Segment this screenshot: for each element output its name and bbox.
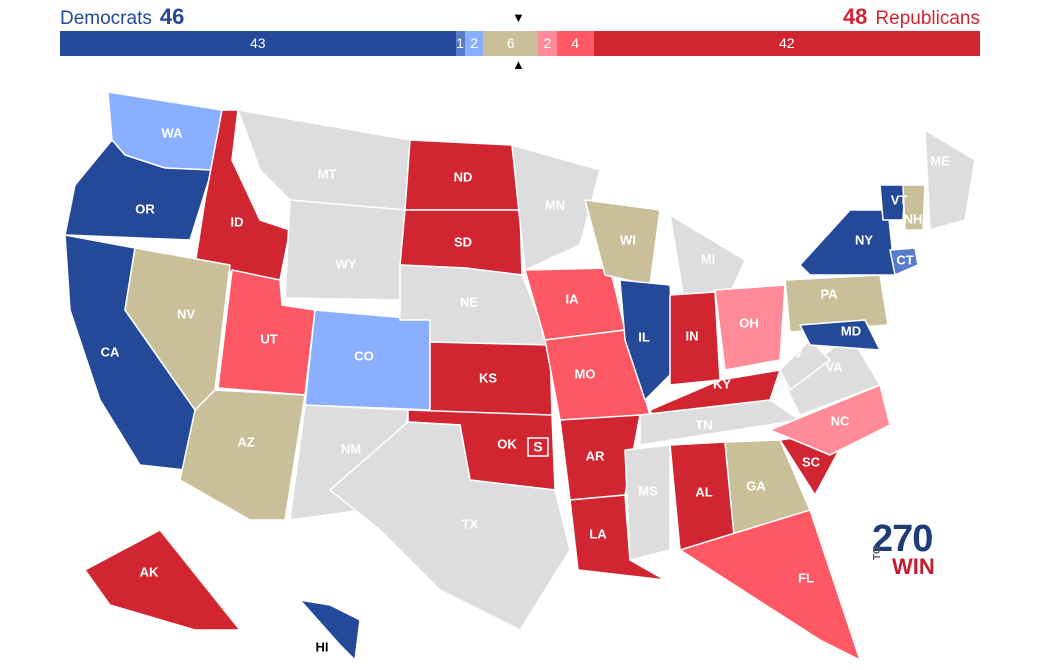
state-vt[interactable] bbox=[879, 184, 906, 221]
state-md[interactable] bbox=[799, 319, 881, 351]
state-label-ne: NE bbox=[460, 294, 478, 309]
balance-segment: 43 bbox=[60, 31, 456, 56]
state-label-id: ID bbox=[231, 214, 244, 229]
state-label-ak: AK bbox=[140, 564, 159, 579]
state-or[interactable] bbox=[64, 139, 213, 241]
democrats-label: Democrats bbox=[60, 8, 152, 29]
state-label-wa: WA bbox=[162, 125, 184, 140]
state-mt[interactable] bbox=[237, 109, 411, 211]
state-label-mo: MO bbox=[575, 366, 596, 381]
state-label-ct: CT bbox=[896, 252, 913, 267]
democrats-seat-count: 46 bbox=[159, 4, 185, 29]
state-hi[interactable] bbox=[299, 599, 361, 661]
state-label-wv: WV bbox=[782, 345, 803, 360]
state-label-pa: PA bbox=[820, 286, 838, 301]
state-label-me: ME bbox=[930, 153, 950, 168]
state-nc[interactable] bbox=[769, 384, 891, 456]
state-wv[interactable] bbox=[779, 339, 831, 391]
balance-segment: 4 bbox=[556, 31, 594, 56]
state-label-mn: MN bbox=[545, 197, 565, 212]
state-va[interactable] bbox=[784, 334, 881, 416]
state-label-vt: VT bbox=[891, 192, 908, 207]
state-label-ut: UT bbox=[260, 331, 277, 346]
state-label-hi: HI bbox=[316, 639, 329, 654]
state-label-oh: OH bbox=[739, 315, 759, 330]
state-tx[interactable] bbox=[329, 421, 571, 631]
state-label-sd: SD bbox=[454, 234, 472, 249]
balance-segment: 6 bbox=[483, 31, 539, 56]
democrats-total: Democrats 46 bbox=[60, 4, 184, 30]
republicans-label: Republicans bbox=[875, 8, 980, 29]
state-label-ny: NY bbox=[855, 232, 873, 247]
special-election-label: S bbox=[533, 439, 542, 455]
senate-map: WA OR CA ID NV UT AZ MT WY CO NM ND SD NE KS OK TX MN IA MO… bbox=[64, 91, 976, 661]
state-nh[interactable] bbox=[902, 184, 926, 231]
state-label-or: OR bbox=[135, 201, 155, 216]
logo-number: 270 bbox=[872, 518, 933, 560]
state-label-va: VA bbox=[825, 359, 843, 374]
state-label-al: AL bbox=[695, 484, 712, 499]
state-label-ks: KS bbox=[479, 370, 497, 385]
state-label-sc: SC bbox=[802, 454, 821, 469]
state-pa[interactable] bbox=[784, 274, 889, 333]
state-ms[interactable] bbox=[624, 444, 671, 561]
state-label-mi: MI bbox=[701, 251, 715, 266]
state-label-nh: NH bbox=[904, 211, 923, 226]
logo-win: WIN bbox=[892, 554, 935, 579]
state-il[interactable] bbox=[619, 279, 676, 401]
state-label-md: MD bbox=[841, 323, 861, 338]
republicans-total: 48 Republicans bbox=[843, 4, 980, 30]
state-label-az: AZ bbox=[237, 434, 254, 449]
state-ak[interactable] bbox=[84, 529, 241, 631]
state-az[interactable] bbox=[179, 389, 306, 521]
state-label-ky: KY bbox=[713, 376, 731, 391]
state-label-la: LA bbox=[589, 526, 607, 541]
balance-of-power-bar: 43 1 2 6 2 4 42 bbox=[60, 31, 980, 56]
state-ct[interactable] bbox=[889, 247, 919, 276]
special-election-box bbox=[527, 437, 549, 457]
balance-segment: 2 bbox=[464, 31, 484, 56]
state-label-ar: AR bbox=[586, 448, 605, 463]
state-ny[interactable] bbox=[799, 209, 896, 276]
state-label-ca: CA bbox=[101, 344, 120, 359]
state-label-tx: TX bbox=[462, 516, 479, 531]
state-label-tn: TN bbox=[695, 417, 712, 432]
state-label-in: IN bbox=[686, 328, 699, 343]
majority-marker-down-icon: ▼ bbox=[512, 10, 525, 25]
270towin-logo[interactable]: 270 TO WIN bbox=[872, 518, 944, 580]
state-label-nc: NC bbox=[831, 413, 850, 428]
state-label-ia: IA bbox=[566, 291, 580, 306]
state-label-ms: MS bbox=[638, 483, 658, 498]
state-label-il: IL bbox=[638, 329, 650, 344]
state-label-mt: MT bbox=[318, 166, 337, 181]
state-la[interactable] bbox=[569, 494, 666, 581]
balance-segment: 42 bbox=[593, 31, 980, 56]
balance-segment: 1 bbox=[455, 31, 465, 56]
balance-segment: 2 bbox=[538, 31, 557, 56]
state-mn[interactable] bbox=[511, 144, 601, 271]
state-label-nv: NV bbox=[177, 306, 195, 321]
state-label-ga: GA bbox=[746, 478, 766, 493]
majority-marker-up-icon: ▲ bbox=[512, 57, 525, 72]
state-oh[interactable] bbox=[714, 284, 786, 371]
state-fl[interactable] bbox=[679, 509, 861, 661]
state-label-nm: NM bbox=[341, 441, 361, 456]
state-label-co: CO bbox=[354, 348, 374, 363]
special-election-badge[interactable]: S bbox=[527, 437, 549, 457]
state-label-nd: ND bbox=[454, 169, 473, 184]
state-wy[interactable] bbox=[284, 199, 406, 301]
state-label-wy: WY bbox=[336, 256, 357, 271]
republicans-seat-count: 48 bbox=[842, 4, 868, 29]
state-label-ok: OK bbox=[497, 436, 517, 451]
state-label-wi: WI bbox=[620, 232, 636, 247]
logo-to: TO bbox=[872, 546, 883, 560]
state-me[interactable] bbox=[924, 129, 976, 231]
state-label-fl: FL bbox=[798, 570, 814, 585]
